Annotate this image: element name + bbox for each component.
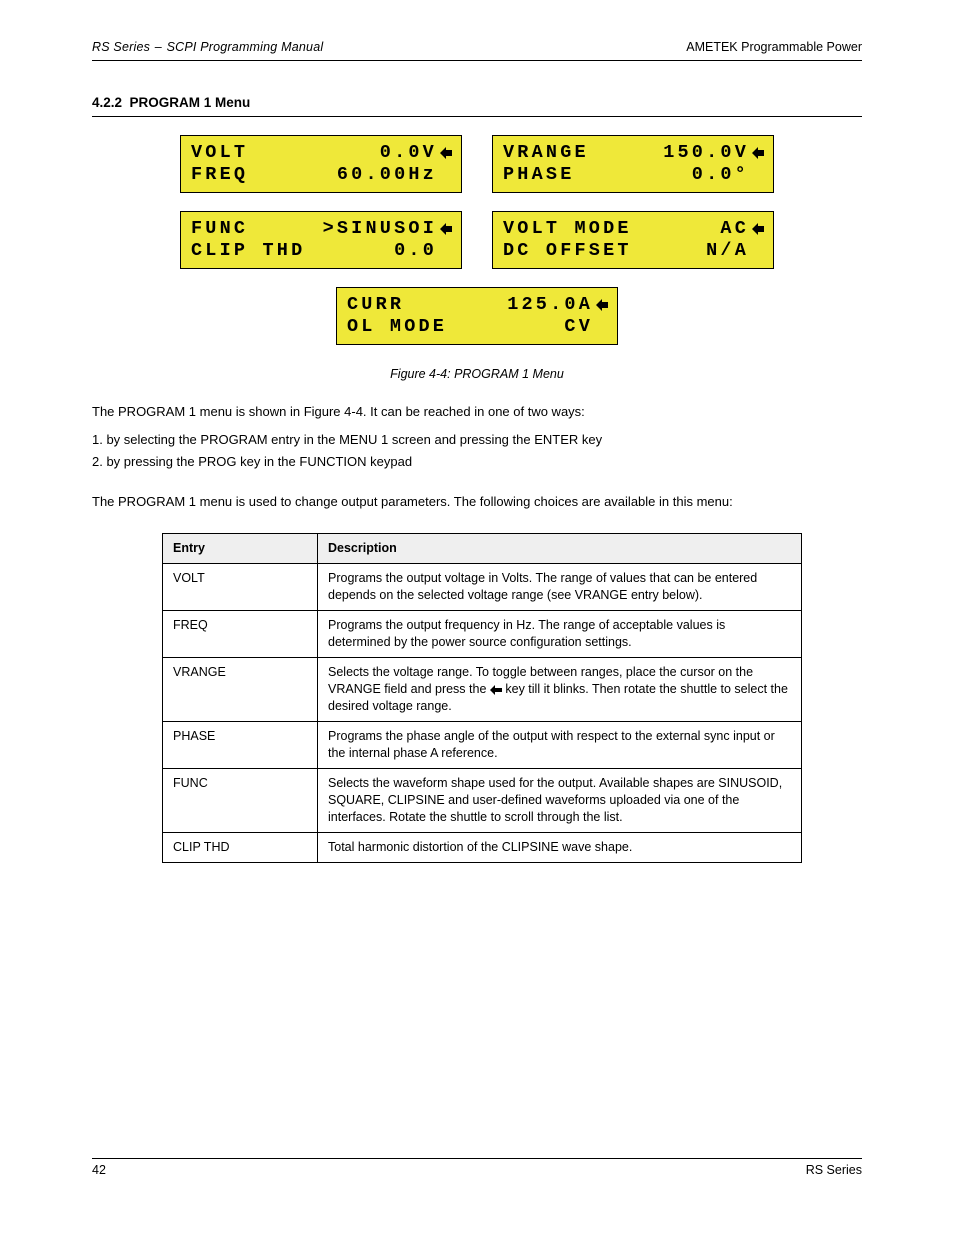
lcd-label: VOLT MODE — [503, 218, 632, 240]
section-rule — [92, 116, 862, 117]
bullet-1: 1. by selecting the PROGRAM entry in the… — [92, 431, 862, 449]
lcd-panel: VOLT MODEACDC OFFSET N/A — [492, 211, 774, 269]
table-row: FREQPrograms the output frequency in Hz.… — [163, 611, 802, 658]
lcd-line: PHASE 0.0° — [503, 164, 763, 186]
paragraph-2: The PROGRAM 1 menu is used to change out… — [92, 493, 862, 511]
lcd-label: DC OFFSET — [503, 240, 632, 262]
table-row: CLIP THDTotal harmonic distortion of the… — [163, 833, 802, 863]
table-cell-desc: Programs the output frequency in Hz. The… — [318, 611, 802, 658]
header-version: SCPI Programming Manual — [167, 40, 324, 54]
table-cell-entry: VOLT — [163, 564, 318, 611]
lcd-grid: VOLT0.0VFREQ 60.00Hz VRANGE 150.0V PHASE 0.0°… — [92, 135, 862, 345]
lcd-panel: FUNC >SINUSOI CLIP THD 0.0 — [180, 211, 462, 269]
lcd-panel: VRANGE 150.0V PHASE 0.0° — [492, 135, 774, 193]
header-right: AMETEK Programmable Power — [686, 40, 862, 54]
lcd-value: 150.0V — [663, 142, 763, 164]
lcd-line: VOLT0.0V — [191, 142, 451, 164]
table-cell-desc: Selects the waveform shape used for the … — [318, 769, 802, 833]
table-cell-entry: CLIP THD — [163, 833, 318, 863]
table-row: VOLTPrograms the output voltage in Volts… — [163, 564, 802, 611]
lcd-line: OL MODE CV — [347, 316, 607, 338]
section: 4.2.2 PROGRAM 1 Menu VOLT0.0VFREQ60.00Hz… — [0, 61, 954, 863]
table-cell-entry: PHASE — [163, 722, 318, 769]
more-arrow-icon — [595, 298, 609, 312]
footer-page-number: 42 — [92, 1163, 106, 1177]
table-row: PHASEPrograms the phase angle of the out… — [163, 722, 802, 769]
lcd-value: >SINUSOI — [323, 218, 451, 240]
table-cell-desc: Total harmonic distortion of the CLIPSIN… — [318, 833, 802, 863]
more-arrow-icon — [751, 146, 765, 160]
lcd-value: 125.0A — [507, 294, 607, 316]
section-title: 4.2.2 PROGRAM 1 Menu — [92, 95, 862, 116]
lcd-value: 0.0° — [692, 164, 763, 186]
lcd-label: CLIP THD — [191, 240, 305, 262]
lcd-line: FUNC >SINUSOI — [191, 218, 451, 240]
table-header-desc: Description — [318, 534, 802, 564]
header-row: RS Series – SCPI Programming Manual AMET… — [92, 40, 862, 60]
lcd-value: 0.0 — [394, 240, 451, 262]
lcd-value: CV — [564, 316, 607, 338]
page: RS Series – SCPI Programming Manual AMET… — [0, 0, 954, 1235]
lcd-line: CLIP THD 0.0 — [191, 240, 451, 262]
lcd-label: CURR — [347, 294, 404, 316]
bullet-2: 2. by pressing the PROG key in the FUNCT… — [92, 453, 862, 471]
lcd-label: PHASE — [503, 164, 575, 186]
header-rule — [92, 60, 862, 61]
lcd-line: VRANGE 150.0V — [503, 142, 763, 164]
lcd-label: VOLT — [191, 142, 248, 164]
table-header-entry: Entry — [163, 534, 318, 564]
page-footer: 42 RS Series — [0, 1158, 954, 1177]
lcd-line: FREQ 60.00Hz — [191, 164, 451, 186]
table-cell-entry: FUNC — [163, 769, 318, 833]
page-header: RS Series – SCPI Programming Manual AMET… — [0, 0, 954, 61]
footer-right: RS Series — [806, 1163, 862, 1177]
figure-caption: Figure 4-4: PROGRAM 1 Menu — [92, 367, 862, 381]
table-cell-desc: Programs the output voltage in Volts. Th… — [318, 564, 802, 611]
table-cell-desc: Selects the voltage range. To toggle bet… — [318, 658, 802, 722]
lcd-line: CURR 125.0A — [347, 294, 607, 316]
header-series: RS Series — [92, 40, 150, 54]
lcd-panel: CURR 125.0A OL MODE CV — [336, 287, 618, 345]
header-left: RS Series – SCPI Programming Manual — [92, 40, 323, 54]
table-row: VRANGESelects the voltage range. To togg… — [163, 658, 802, 722]
lcd-value: N/A — [706, 240, 763, 262]
lcd-label: FUNC — [191, 218, 248, 240]
table-row: FUNCSelects the waveform shape used for … — [163, 769, 802, 833]
header-separator: – — [150, 40, 167, 54]
lcd-line: VOLT MODEAC — [503, 218, 763, 240]
paragraph-1: The PROGRAM 1 menu is shown in Figure 4-… — [92, 403, 862, 421]
section-heading: PROGRAM 1 Menu — [130, 95, 251, 110]
lcd-line: DC OFFSET N/A — [503, 240, 763, 262]
table-cell-entry: VRANGE — [163, 658, 318, 722]
entries-table: Entry Description VOLTPrograms the outpu… — [162, 533, 802, 863]
more-arrow-icon — [439, 222, 453, 236]
lcd-panel: VOLT0.0VFREQ 60.00Hz — [180, 135, 462, 193]
lcd-label: VRANGE — [503, 142, 589, 164]
table-cell-entry: FREQ — [163, 611, 318, 658]
section-number: 4.2.2 — [92, 95, 122, 110]
more-arrow-icon — [439, 146, 453, 160]
lcd-value: 60.00Hz — [337, 164, 451, 186]
lcd-label: OL MODE — [347, 316, 447, 338]
table-header-row: Entry Description — [163, 534, 802, 564]
footer-row: 42 RS Series — [92, 1159, 862, 1177]
table-cell-desc: Programs the phase angle of the output w… — [318, 722, 802, 769]
more-arrow-icon — [751, 222, 765, 236]
lcd-label: FREQ — [191, 164, 248, 186]
